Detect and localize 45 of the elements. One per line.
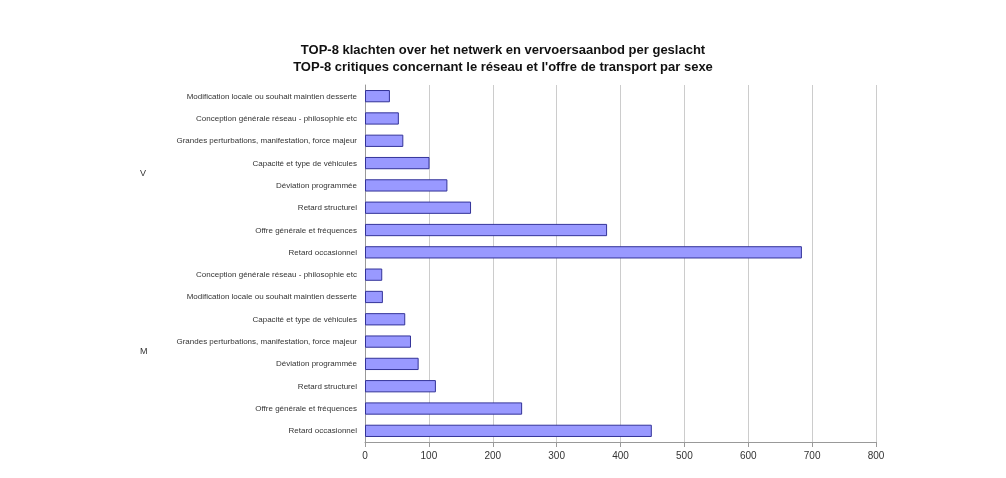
y-tick-label: Grandes perturbations, manifestation, force majeur [176, 136, 358, 146]
bar [365, 380, 436, 393]
y-tick-label: Déviation programmée [276, 180, 358, 190]
bar [365, 112, 399, 125]
y-tick-label: Modification locale ou souhait maintien desserte [186, 91, 358, 101]
y-tick-label: Modification locale ou souhait maintien desserte [186, 292, 358, 302]
x-tick-label: 400 [612, 449, 630, 461]
y-tick-label: Conception générale réseau - philosophie etc [196, 270, 357, 280]
x-tick-label: 300 [548, 449, 566, 461]
x-tick-label: 500 [676, 449, 694, 461]
y-tick-label: Capacité et type de véhicules [252, 158, 357, 168]
x-tick-label: 200 [484, 449, 502, 461]
y-tick-label: Retard occasionnel [288, 247, 358, 257]
x-tick-label: 600 [739, 449, 758, 461]
x-tick-label: 700 [803, 449, 821, 461]
bar [365, 402, 523, 415]
bar [365, 156, 430, 170]
bar [365, 246, 802, 259]
bar [365, 424, 652, 437]
bar [365, 134, 404, 147]
y-tick-label: Grandes perturbations, manifestation, force majeur [176, 337, 358, 347]
y-tick-label: Offre générale et fréquences [255, 225, 357, 235]
y-tick-label: Déviation programmée [276, 359, 358, 369]
y-tick-label: Capacité et type de véhicules [252, 314, 357, 324]
bar [365, 357, 419, 371]
x-tick-label: 800 [867, 449, 885, 461]
y-tick-label: Retard structurel [297, 203, 358, 213]
bar [365, 290, 383, 304]
y-tick-label: Conception générale réseau - philosophie etc [196, 113, 357, 123]
chart-title: TOP-8 klachten over het netwerk en vervoersaanbod per geslacht [300, 42, 706, 57]
chart-subtitle: TOP-8 critiques concernant le réseau et l'offre de transport par sexe [293, 59, 713, 74]
y-tick-label: Offre générale et fréquences [255, 404, 357, 414]
x-tick-label: 100 [420, 449, 438, 461]
text: V [140, 167, 147, 178]
bar [365, 201, 472, 214]
bar [365, 335, 411, 348]
bar [365, 223, 608, 237]
y-tick-label: Retard occasionnel [288, 426, 358, 436]
bar [365, 179, 448, 192]
bar [365, 313, 406, 326]
x-tick-label: 0 [362, 449, 369, 461]
y-tick-label: Retard structurel [297, 381, 358, 391]
bar [365, 268, 383, 281]
text: M [140, 346, 148, 357]
bar [365, 90, 390, 103]
